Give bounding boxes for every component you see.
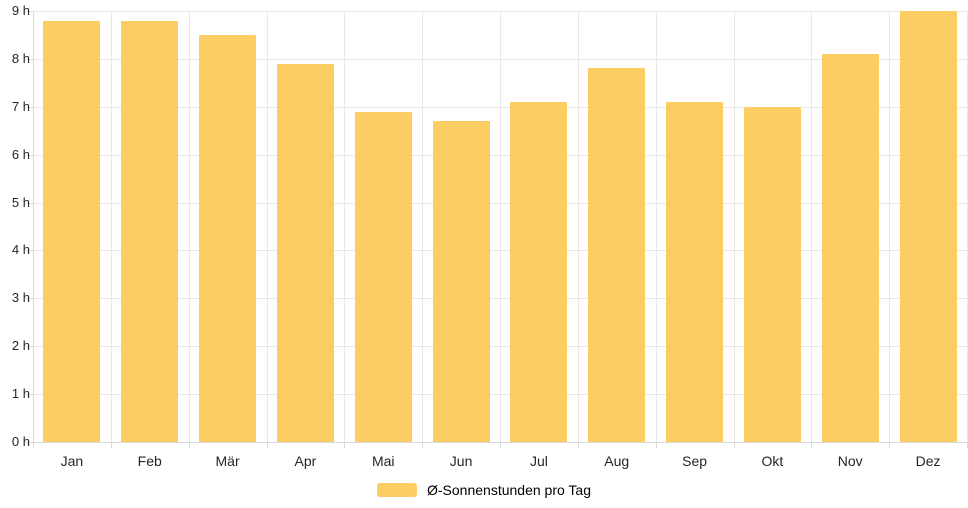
x-axis-tick (889, 442, 891, 448)
y-axis-tick (26, 202, 33, 204)
x-axis-tick (422, 442, 424, 448)
y-axis-label: 9 h (11, 3, 30, 18)
bar-mai[interactable] (354, 111, 412, 442)
bar-feb[interactable] (121, 20, 179, 442)
y-axis-tick (26, 11, 33, 12)
bar-jul[interactable] (510, 101, 568, 442)
x-axis-label: Aug (604, 453, 630, 469)
x-axis-label: Jan (60, 453, 84, 469)
y-axis-label: 3 h (11, 290, 30, 306)
y-axis-tick (26, 58, 33, 60)
gridline-vertical (266, 11, 268, 442)
y-axis-tick (26, 394, 33, 396)
y-axis-tick (26, 346, 33, 348)
bar-okt[interactable] (743, 106, 801, 442)
legend[interactable]: Ø-Sonnenstunden pro Tag (0, 482, 968, 498)
x-axis-label: Feb (137, 453, 162, 469)
x-axis-tick (110, 442, 112, 448)
bar-dez[interactable] (899, 11, 957, 442)
x-axis-tick (733, 442, 735, 448)
gridline-vertical (500, 11, 501, 442)
gridline-vertical (811, 11, 813, 442)
y-axis-tick (26, 442, 33, 443)
y-axis-label: 5 h (11, 194, 30, 210)
y-axis-tick (26, 250, 33, 252)
x-axis-label: Okt (761, 453, 784, 469)
x-axis-tick (500, 442, 501, 448)
x-axis-label: Jul (529, 453, 548, 469)
legend-swatch (377, 483, 417, 497)
gridline-vertical (188, 11, 190, 442)
x-axis-tick (188, 442, 190, 448)
x-axis-tick (655, 442, 657, 448)
bar-apr[interactable] (276, 63, 334, 442)
gridline-vertical (733, 11, 735, 442)
gridline-vertical (33, 11, 34, 442)
y-axis-label: 4 h (11, 242, 30, 258)
bar-nov[interactable] (821, 54, 879, 442)
x-axis-label: Mär (215, 453, 240, 469)
gridline-vertical (344, 11, 346, 442)
y-axis-tick (26, 106, 33, 108)
y-axis-label: 7 h (11, 98, 30, 114)
x-axis-tick (344, 442, 346, 448)
x-axis-label: Apr (294, 453, 317, 469)
x-axis-tick (811, 442, 813, 448)
x-axis-tick (266, 442, 268, 448)
y-axis-label: 8 h (11, 50, 30, 66)
y-axis-tick (26, 298, 33, 300)
gridline-vertical (655, 11, 657, 442)
gridline-vertical (577, 11, 579, 442)
gridline-vertical (110, 11, 112, 442)
x-axis-label: Jun (449, 453, 473, 469)
legend-label: Ø-Sonnenstunden pro Tag (427, 482, 591, 498)
x-axis-label: Mai (371, 453, 395, 469)
x-axis-label: Nov (837, 453, 863, 469)
x-axis-tick (577, 442, 579, 448)
bar-sep[interactable] (666, 101, 724, 442)
x-axis-label: Dez (915, 453, 941, 469)
y-axis-label: 6 h (11, 146, 30, 162)
bar-jan[interactable] (43, 20, 101, 442)
y-axis-tick (26, 154, 33, 156)
x-axis-label: Sep (682, 453, 708, 469)
x-axis-tick (33, 442, 34, 448)
y-axis-label: 1 h (11, 386, 30, 402)
bar-jun[interactable] (432, 121, 490, 442)
bar-aug[interactable] (588, 68, 646, 442)
gridline-vertical (889, 11, 891, 442)
y-axis-label: 0 h (11, 434, 30, 449)
bar-mär[interactable] (199, 34, 257, 442)
gridline-vertical (422, 11, 424, 442)
y-axis-label: 2 h (11, 338, 30, 354)
